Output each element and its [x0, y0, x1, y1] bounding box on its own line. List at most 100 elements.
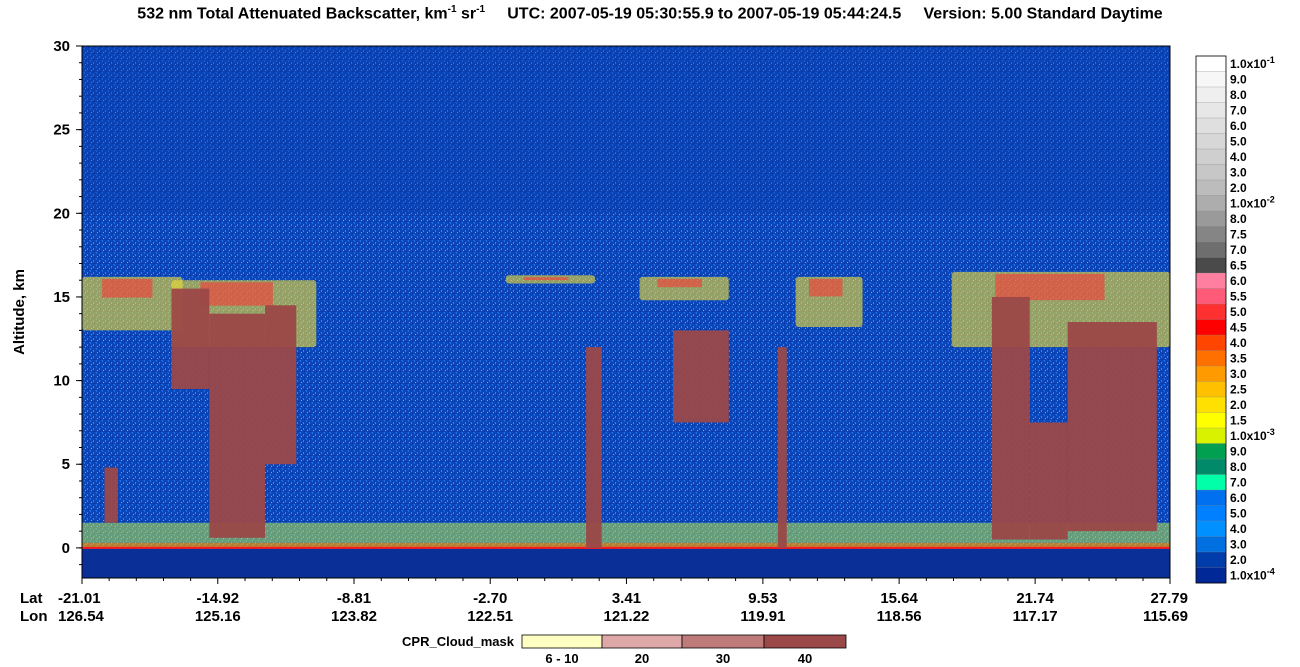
colorbar-label: 6.0 [1230, 274, 1247, 288]
y-tick-label: 20 [53, 205, 70, 222]
lon-tick-label: 122.51 [467, 608, 513, 625]
plot-area [81, 45, 1171, 579]
colorbar-swatch [1195, 241, 1227, 258]
cpr-cloud-6 [777, 347, 787, 548]
y-tick-label: 0 [62, 540, 70, 557]
lidar-cloud-core-5 [995, 273, 1105, 301]
cpr-legend-label: 6 - 10 [545, 651, 578, 666]
cpr-legend-swatch [763, 634, 847, 649]
colorbar: 1.0x10-19.08.07.06.05.04.03.02.01.0x10-2… [1195, 55, 1275, 584]
title-main: 532 nm Total Attenuated Backscatter, km [137, 5, 448, 23]
colorbar-label: 3.0 [1230, 367, 1247, 381]
colorbar-label: 1.0x10-2 [1230, 194, 1275, 210]
colorbar-label-mantissa: 1.0x10 [1230, 196, 1267, 210]
cpr-cloud-1 [209, 313, 266, 538]
colorbar-label: 8.0 [1230, 88, 1247, 102]
colorbar-label: 2.0 [1230, 553, 1247, 567]
cpr-legend-label: 20 [635, 651, 649, 666]
cpr-legend-swatch [521, 634, 603, 649]
lidar-cloud-core-4 [809, 278, 843, 297]
lidar-cloud-core-0 [102, 278, 153, 298]
colorbar-swatch [1195, 164, 1227, 181]
colorbar-label: 1.0x10-3 [1230, 427, 1275, 443]
lon-tick-label: 118.56 [877, 608, 922, 625]
lat-tick-label: 3.41 [612, 590, 641, 607]
upper-atmosphere-shade [82, 46, 1170, 214]
colorbar-swatch [1195, 334, 1227, 351]
colorbar-swatch [1195, 536, 1227, 553]
y-tick-label: 15 [53, 289, 70, 306]
y-tick-label: 25 [53, 122, 70, 139]
colorbar-label: 5.0 [1230, 305, 1247, 319]
colorbar-swatch [1195, 365, 1227, 382]
lidar-cloud-core-3 [657, 278, 703, 288]
colorbar-label: 3.0 [1230, 537, 1247, 551]
colorbar-swatch [1195, 412, 1227, 429]
colorbar-label: 1.0x10-4 [1230, 566, 1275, 582]
colorbar-label: 5.5 [1230, 289, 1247, 303]
lat-tick-label: 21.74 [1016, 590, 1054, 607]
colorbar-swatch [1195, 381, 1227, 398]
colorbar-label-exponent: -1 [1267, 55, 1275, 65]
lon-tick-label: 123.82 [331, 608, 377, 625]
colorbar-label: 5.0 [1230, 134, 1247, 148]
colorbar-swatch [1195, 195, 1227, 212]
colorbar-swatch [1195, 489, 1227, 506]
cpr-cloud-5 [673, 330, 729, 423]
title-unit-sr: sr [456, 5, 477, 23]
colorbar-swatch [1195, 179, 1227, 196]
surface-return-band [82, 542, 1170, 548]
colorbar-label: 4.5 [1230, 320, 1247, 334]
colorbar-label: 3.0 [1230, 165, 1247, 179]
colorbar-label: 5.0 [1230, 506, 1247, 520]
cpr-legend-title: CPR_Cloud_mask [402, 634, 515, 649]
colorbar-border [1195, 55, 1227, 584]
lat-tick-label: 9.53 [748, 590, 777, 607]
cpr-legend: CPR_Cloud_mask 6 - 10 20 30 40 [402, 634, 847, 666]
cpr-cloud-0 [171, 288, 210, 389]
title-unit-exp2: -1 [476, 4, 486, 15]
lon-tick-label: 115.69 [1143, 608, 1188, 625]
colorbar-label: 6.0 [1230, 491, 1247, 505]
colorbar-label: 7.0 [1230, 243, 1247, 257]
colorbar-swatch [1195, 86, 1227, 103]
colorbar-swatch [1195, 350, 1227, 367]
colorbar-label: 1.0x10-1 [1230, 55, 1275, 71]
colorbar-swatch [1195, 474, 1227, 491]
colorbar-label: 2.5 [1230, 382, 1247, 396]
colorbar-swatch [1195, 319, 1227, 336]
lon-tick-label: 125.16 [195, 608, 241, 625]
colorbar-label: 2.0 [1230, 398, 1247, 412]
title-unit-exp1: -1 [447, 4, 457, 15]
colorbar-swatch [1195, 427, 1227, 444]
colorbar-label: 3.5 [1230, 351, 1247, 365]
colorbar-label: 1.5 [1230, 413, 1247, 427]
cpr-cloud-4 [586, 347, 602, 548]
colorbar-swatch [1195, 443, 1227, 460]
lat-tick-label: -2.70 [473, 590, 507, 607]
lat-tick-label: -21.01 [58, 590, 101, 607]
colorbar-swatch [1195, 551, 1227, 568]
cpr-legend-label: 30 [716, 651, 730, 666]
cpr-legend-swatch [601, 634, 683, 649]
colorbar-swatch [1195, 458, 1227, 475]
y-tick-label: 10 [53, 373, 70, 390]
chart-title: 532 nm Total Attenuated Backscatter, km-… [0, 4, 1300, 23]
title-version: Version: 5.00 Standard Daytime [923, 5, 1163, 23]
lat-tick-label: 27.79 [1150, 590, 1188, 607]
cpr-cloud-7 [991, 296, 1030, 540]
lon-row-label: Lon [20, 608, 48, 625]
lat-tick-label: -14.92 [197, 590, 240, 607]
colorbar-swatch [1195, 226, 1227, 243]
below-surface [82, 547, 1170, 578]
colorbar-swatch [1195, 396, 1227, 413]
colorbar-label-exponent: -2 [1267, 194, 1275, 204]
lat-row-label: Lat [20, 590, 43, 607]
colorbar-label-mantissa: 1.0x10 [1230, 568, 1267, 582]
y-axis: 0 5 10 15 20 25 30 Altitude, km [11, 38, 82, 566]
colorbar-label: 2.0 [1230, 181, 1247, 195]
colorbar-swatch [1195, 505, 1227, 522]
colorbar-swatch [1195, 288, 1227, 305]
